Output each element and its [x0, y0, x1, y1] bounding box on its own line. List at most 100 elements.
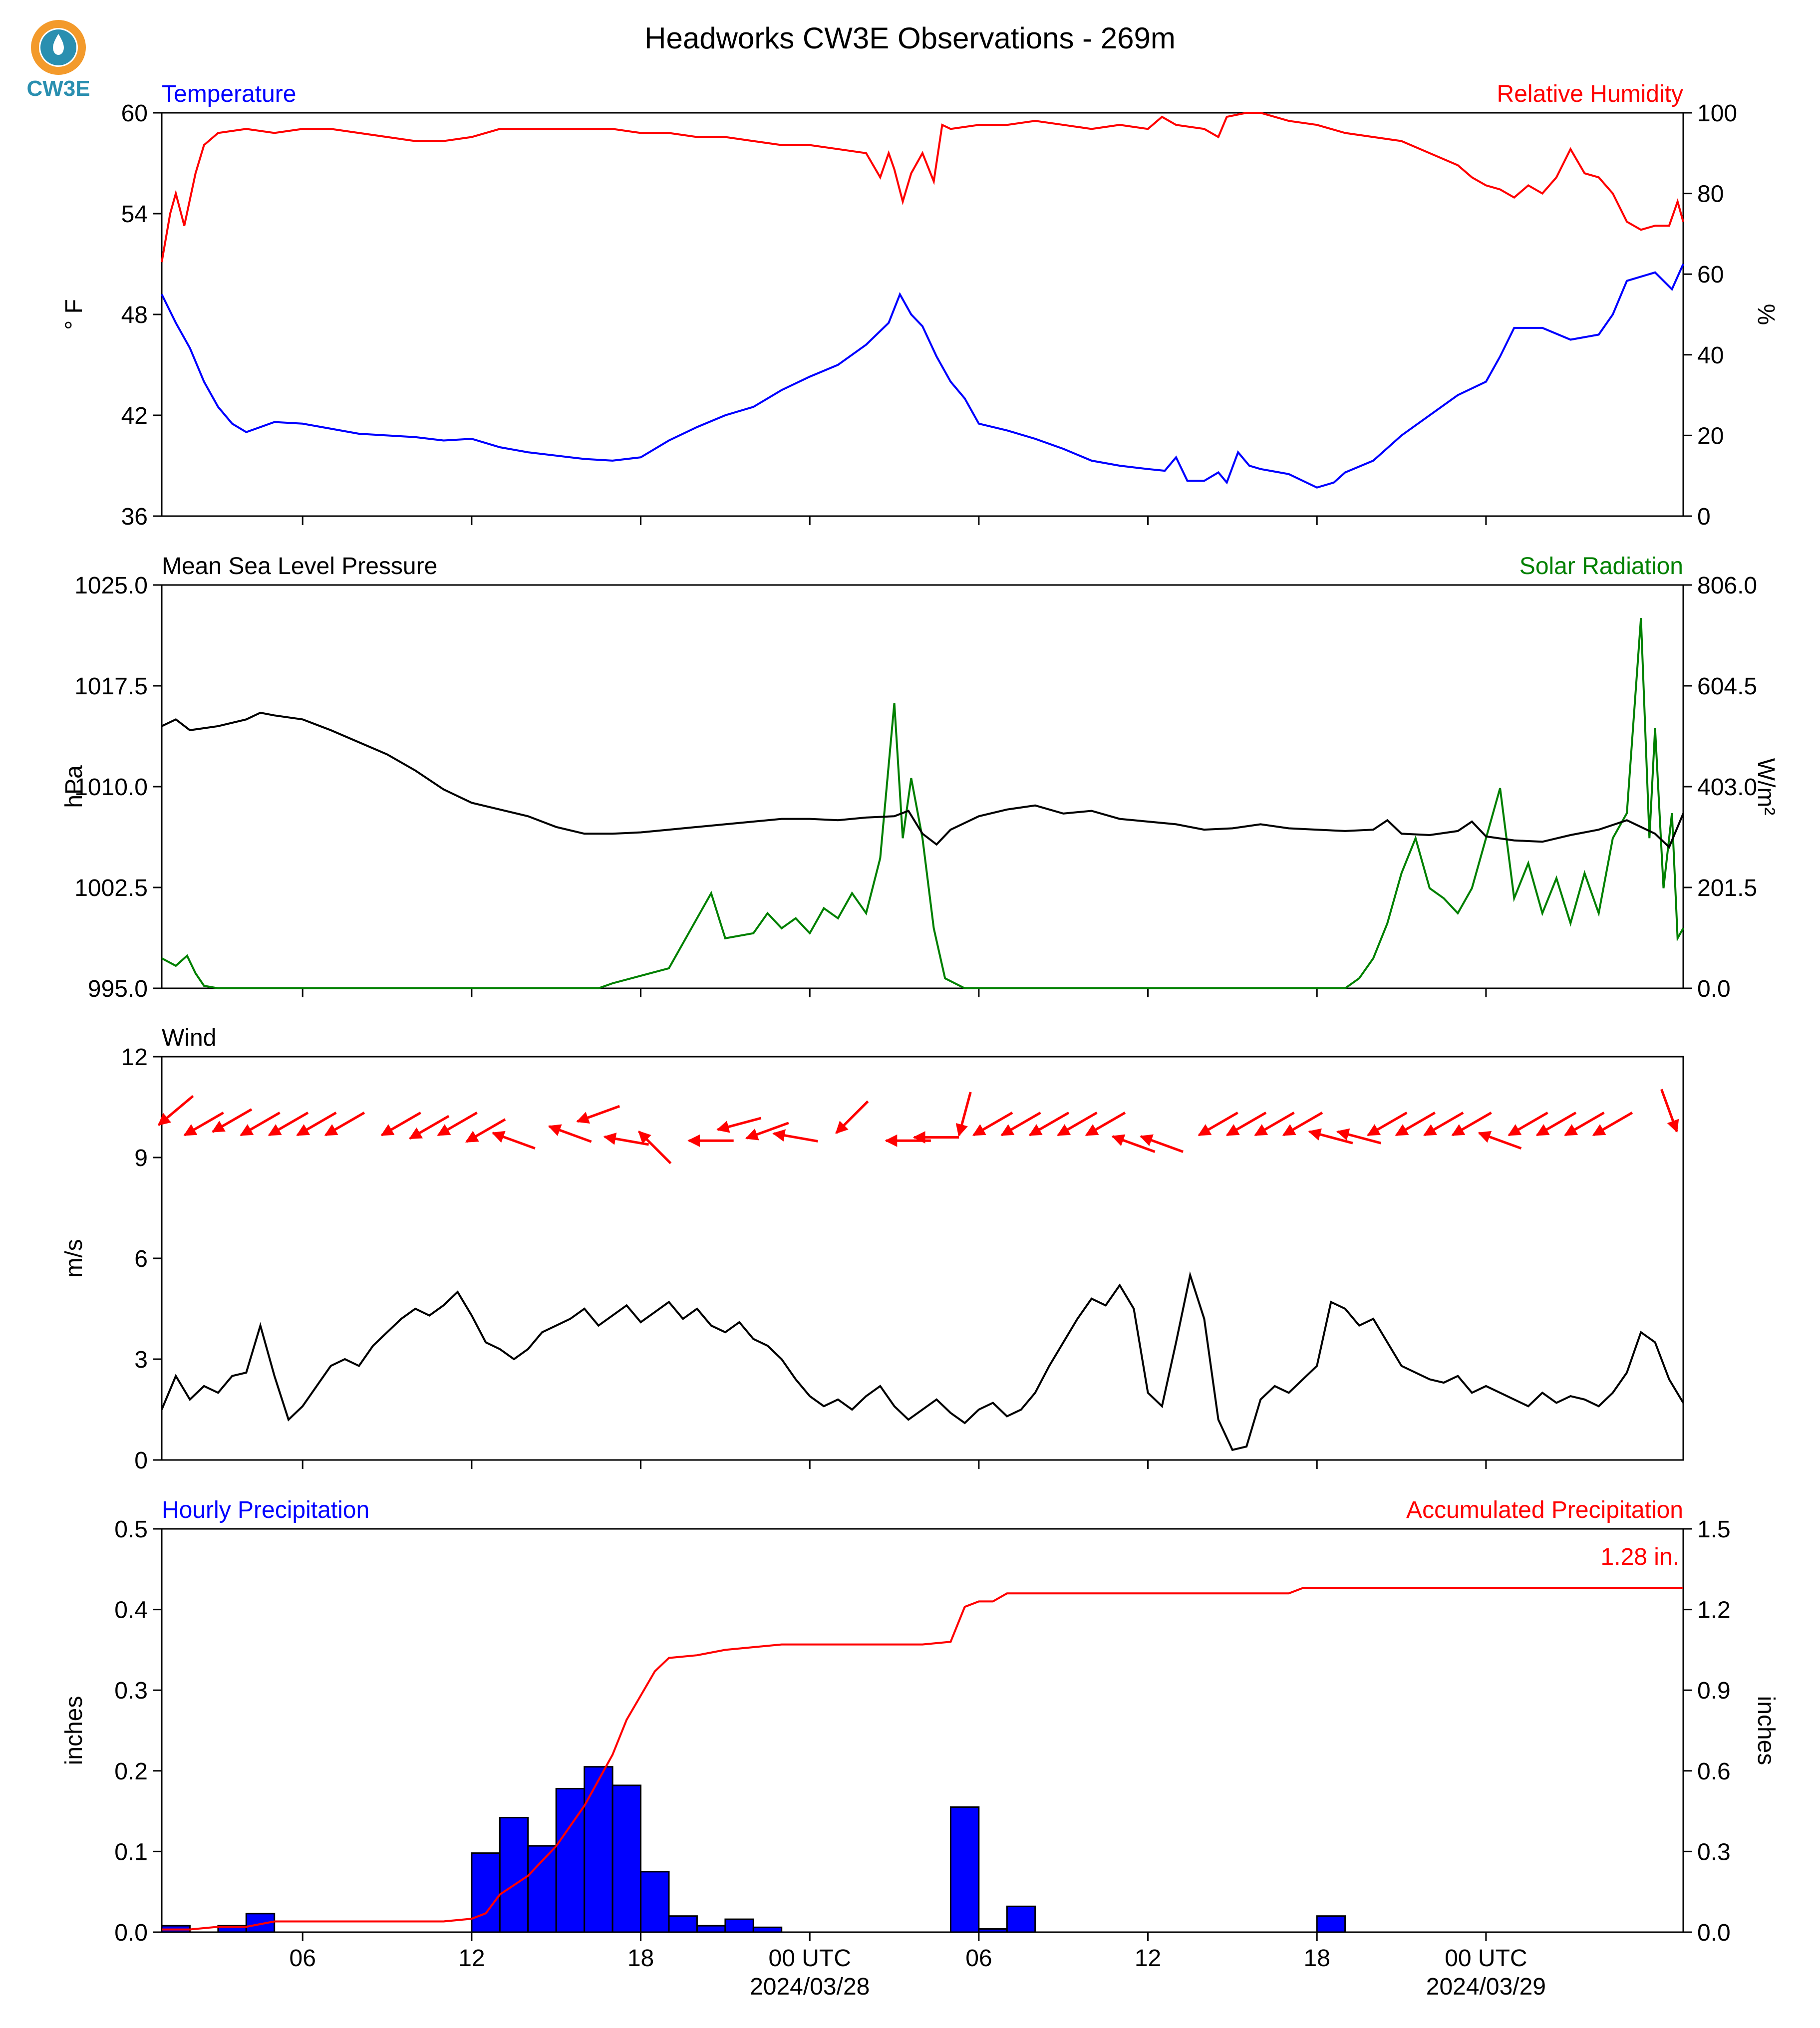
precip-right-axis-label: inches: [1753, 1696, 1779, 1765]
time-date-label: 2024/03/29: [1426, 1974, 1546, 2000]
precip-bar: [668, 1915, 698, 1933]
precip-bar: [752, 1926, 783, 1933]
wind-direction-arrow-icon: [1308, 1128, 1353, 1145]
wind-direction-arrow-icon: [437, 1112, 478, 1137]
wind-direction-arrow-icon: [1508, 1112, 1548, 1137]
precip-bar: [978, 1928, 1008, 1933]
pressure-left-tick-label: 1025.0: [74, 573, 148, 599]
wind-direction-arrow-icon: [548, 1124, 592, 1143]
temperature-left-tick-label: 36: [121, 504, 148, 530]
humidity-right-tick-label: 100: [1697, 100, 1737, 127]
wind-direction-arrow-icon: [1111, 1134, 1156, 1153]
time-tick-label: 06: [290, 1945, 316, 1972]
wind-left-tick-label: 9: [134, 1145, 148, 1171]
precip-left-title: Hourly Precipitation: [162, 1497, 369, 1523]
time-tick-label: 18: [1304, 1945, 1330, 1972]
solar-right-tick-label: 403.0: [1697, 774, 1757, 801]
accum-precip-right-tick-label: 0.0: [1697, 1920, 1731, 1946]
wind-direction-arrow-icon: [240, 1112, 281, 1137]
logo-drop-icon: [53, 34, 64, 55]
wind-panel: 0 3 6 9 12 Wind m/s: [61, 1025, 1684, 1474]
humidity-right-tick-label: 20: [1697, 423, 1724, 449]
solar-right-tick-label: 604.5: [1697, 673, 1757, 700]
figure-title: Headworks CW3E Observations - 269m: [644, 21, 1176, 55]
precip-bar: [949, 1806, 980, 1933]
logo-ring: [31, 20, 86, 75]
wind-direction-arrow-icon: [1336, 1128, 1382, 1145]
time-date-label: 2024/03/28: [750, 1974, 870, 2000]
wind-direction-arrow-icon: [1395, 1112, 1436, 1137]
logo-text: CW3E: [26, 76, 90, 101]
temperature-left-tick-label: 42: [121, 403, 148, 429]
hourly-precip-left-tick-label: 0.5: [114, 1516, 148, 1543]
plot-frame: [161, 112, 1684, 517]
pressure-left-tick-label: 995.0: [88, 976, 148, 1002]
wind-direction-arrow-icon: [409, 1115, 450, 1140]
wind-direction-arrow-icon: [268, 1112, 309, 1137]
plot-frame: [161, 584, 1684, 989]
wind-direction-arrow-icon: [1140, 1134, 1184, 1153]
precip-bar: [640, 1871, 670, 1933]
hourly-precip-left-tick-label: 0.4: [114, 1597, 148, 1624]
time-tick-label: 06: [965, 1945, 992, 1972]
wind-direction-arrow-icon: [1535, 1112, 1577, 1137]
accum-precip-right-tick-label: 1.2: [1697, 1597, 1731, 1624]
pressure-left-tick-label: 1002.5: [74, 875, 148, 901]
precip-bar: [555, 1787, 586, 1933]
precip-bar: [696, 1925, 726, 1933]
wind-direction-arrow-icon: [1478, 1131, 1522, 1150]
hourly-precip-left-tick-label: 0.3: [114, 1678, 148, 1704]
accumulated-total-label: 1.28 in.: [1601, 1544, 1679, 1570]
accum-precip-right-tick-label: 0.6: [1697, 1758, 1731, 1785]
precip-bar: [499, 1817, 529, 1933]
time-tick-label: 00 UTC: [769, 1945, 851, 1972]
wind-direction-arrow-icon: [1085, 1112, 1126, 1137]
time-tick-label: 00 UTC: [1445, 1945, 1527, 1972]
precip-left-axis-label: inches: [61, 1696, 87, 1765]
wind-direction-arrow-icon: [1282, 1112, 1323, 1137]
wind-direction-arrow-icon: [324, 1112, 365, 1137]
wind-direction-arrow-icon: [1057, 1112, 1098, 1137]
time-tick-label: 18: [627, 1945, 654, 1972]
wind-direction-arrow-icon: [157, 1095, 194, 1126]
solar-right-tick-label: 806.0: [1697, 573, 1757, 599]
wind-left-tick-label: 0: [134, 1448, 148, 1474]
temp-rh-right-title: Relative Humidity: [1497, 81, 1683, 107]
wind-direction-arrow-icon: [1592, 1112, 1633, 1137]
accum-precip-right-tick-label: 1.5: [1697, 1516, 1731, 1543]
precip-bar: [471, 1852, 501, 1933]
precip-bar: [1316, 1915, 1346, 1933]
humidity-right-tick-label: 40: [1697, 342, 1724, 369]
humidity-series-line: [161, 112, 1684, 263]
wind-direction-arrow-icon: [1660, 1089, 1679, 1133]
hourly-precip-left-tick-label: 0.1: [114, 1839, 148, 1865]
humidity-right-tick-label: 80: [1697, 181, 1724, 208]
plot-frame: [161, 1528, 1684, 1933]
precip-right-title: Accumulated Precipitation: [1406, 1497, 1683, 1523]
solar-right-tick-label: 201.5: [1697, 875, 1757, 901]
pressure-left-tick-label: 1010.0: [74, 774, 148, 801]
wind-direction-arrow-icon: [972, 1112, 1013, 1137]
wind-direction-arrow-icon: [1451, 1112, 1492, 1137]
pressure-series-line: [161, 711, 1684, 849]
precip-bar: [245, 1913, 276, 1933]
precip-bar: [527, 1845, 557, 1933]
precip-bar: [1006, 1905, 1036, 1933]
wind-direction-arrow-icon: [465, 1118, 506, 1143]
pres-solar-right-title: Solar Radiation: [1519, 553, 1683, 579]
temp-rh-right-axis-label: %: [1753, 304, 1779, 325]
wind-direction-arrow-icon: [1254, 1112, 1295, 1137]
precipitation-panel: 0.0 0.1 0.2 0.3 0.4 0.5 0.0 0.3 0.6 0.9 1.2 1.5 Hour…: [61, 1497, 1779, 1946]
wind-left-title: Wind: [162, 1025, 216, 1051]
wind-left-axis-label: m/s: [61, 1239, 87, 1277]
temperature-series-line: [161, 264, 1684, 489]
pres-solar-left-axis-label: hPa: [61, 765, 87, 808]
time-tick-label: 12: [458, 1945, 485, 1972]
wind-direction-arrow-icon: [1367, 1112, 1408, 1137]
time-tick-label: 12: [1135, 1945, 1161, 1972]
wind-left-tick-label: 6: [134, 1246, 148, 1272]
precip-bar: [611, 1784, 641, 1933]
temperature-left-tick-label: 60: [121, 100, 148, 127]
